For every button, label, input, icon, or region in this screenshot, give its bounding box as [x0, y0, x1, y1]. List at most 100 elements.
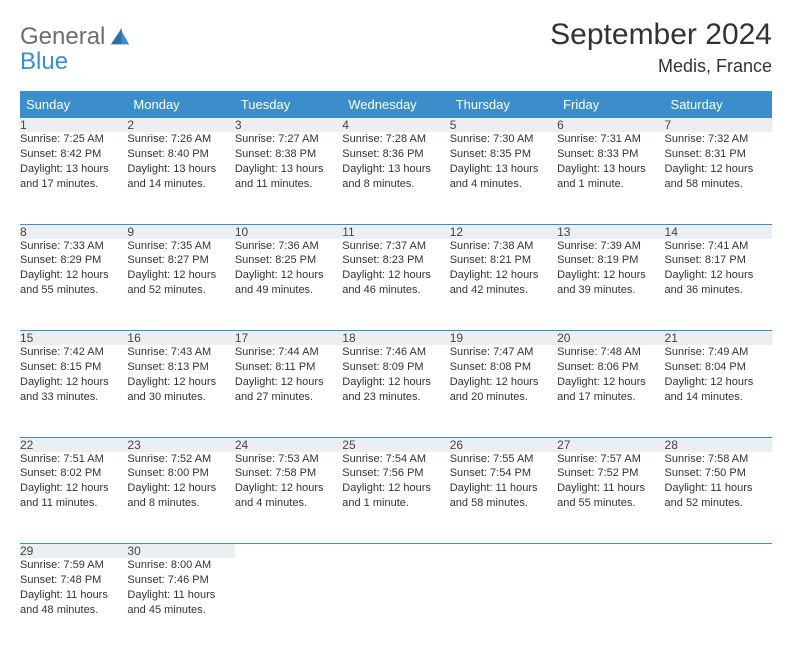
- day-number: 20: [557, 331, 664, 345]
- day-cell: Sunrise: 7:48 AMSunset: 8:06 PMDaylight:…: [557, 345, 664, 437]
- sunset-text: Sunset: 8:15 PM: [20, 360, 127, 375]
- daylight-line-1: Daylight: 13 hours: [127, 162, 234, 177]
- day-cell: Sunrise: 7:51 AMSunset: 8:02 PMDaylight:…: [20, 452, 127, 544]
- daylight-line-1: Daylight: 12 hours: [20, 268, 127, 283]
- daylight-line-1: Daylight: 12 hours: [20, 481, 127, 496]
- daylight-line-1: Daylight: 12 hours: [235, 375, 342, 390]
- daylight-line-1: Daylight: 13 hours: [450, 162, 557, 177]
- daylight-line-2: and 49 minutes.: [235, 283, 342, 298]
- sunrise-text: Sunrise: 7:25 AM: [20, 132, 127, 147]
- day-cell: Sunrise: 7:53 AMSunset: 7:58 PMDaylight:…: [235, 452, 342, 544]
- sunrise-text: Sunrise: 7:59 AM: [20, 558, 127, 573]
- daylight-line-1: Daylight: 12 hours: [342, 375, 449, 390]
- sunrise-text: Sunrise: 7:36 AM: [235, 239, 342, 254]
- sunset-text: Sunset: 8:40 PM: [127, 147, 234, 162]
- daylight-line-2: and 39 minutes.: [557, 283, 664, 298]
- day-number: 24: [235, 438, 342, 452]
- day-number: 6: [557, 118, 664, 132]
- day-number: 9: [127, 225, 234, 239]
- col-wednesday: Wednesday: [342, 91, 449, 118]
- daylight-line-2: and 20 minutes.: [450, 390, 557, 405]
- daylight-line-1: Daylight: 12 hours: [665, 268, 772, 283]
- day-number: 10: [235, 225, 342, 239]
- day-cell: Sunrise: 7:49 AMSunset: 8:04 PMDaylight:…: [665, 345, 772, 437]
- month-title: September 2024: [550, 18, 772, 52]
- sunset-text: Sunset: 8:08 PM: [450, 360, 557, 375]
- day-cell: Sunrise: 7:38 AMSunset: 8:21 PMDaylight:…: [450, 239, 557, 331]
- brand-logo: General Blue: [20, 18, 131, 74]
- sunset-text: Sunset: 8:23 PM: [342, 253, 449, 268]
- sunset-text: Sunset: 7:46 PM: [127, 573, 234, 588]
- sunrise-text: Sunrise: 7:42 AM: [20, 345, 127, 360]
- day-number: 12: [450, 225, 557, 239]
- sunset-text: Sunset: 7:52 PM: [557, 466, 664, 481]
- daylight-line-2: and 52 minutes.: [665, 496, 772, 511]
- empty-cell: [342, 558, 449, 650]
- day-cell: Sunrise: 7:54 AMSunset: 7:56 PMDaylight:…: [342, 452, 449, 544]
- sunset-text: Sunset: 8:02 PM: [20, 466, 127, 481]
- sunrise-text: Sunrise: 7:44 AM: [235, 345, 342, 360]
- sunrise-text: Sunrise: 8:00 AM: [127, 558, 234, 573]
- day-cell: Sunrise: 7:30 AMSunset: 8:35 PMDaylight:…: [450, 132, 557, 224]
- daylight-line-1: Daylight: 12 hours: [20, 375, 127, 390]
- sunset-text: Sunset: 8:33 PM: [557, 147, 664, 162]
- day-cell: Sunrise: 7:32 AMSunset: 8:31 PMDaylight:…: [665, 132, 772, 224]
- sunrise-text: Sunrise: 7:33 AM: [20, 239, 127, 254]
- day-cell: Sunrise: 7:37 AMSunset: 8:23 PMDaylight:…: [342, 239, 449, 331]
- day-number: 25: [342, 438, 449, 452]
- daylight-line-2: and 17 minutes.: [20, 177, 127, 192]
- daylight-line-2: and 58 minutes.: [665, 177, 772, 192]
- sunset-text: Sunset: 8:35 PM: [450, 147, 557, 162]
- day-cell: Sunrise: 7:28 AMSunset: 8:36 PMDaylight:…: [342, 132, 449, 224]
- day-number: 18: [342, 331, 449, 345]
- day-cell: Sunrise: 7:39 AMSunset: 8:19 PMDaylight:…: [557, 239, 664, 331]
- col-thursday: Thursday: [450, 91, 557, 118]
- week-daynum-row: 1234567: [20, 118, 772, 132]
- sunset-text: Sunset: 8:25 PM: [235, 253, 342, 268]
- sunset-text: Sunset: 8:42 PM: [20, 147, 127, 162]
- daylight-line-2: and 11 minutes.: [20, 496, 127, 511]
- daylight-line-2: and 17 minutes.: [557, 390, 664, 405]
- day-cell: Sunrise: 7:58 AMSunset: 7:50 PMDaylight:…: [665, 452, 772, 544]
- daylight-line-1: Daylight: 12 hours: [557, 375, 664, 390]
- daylight-line-1: Daylight: 12 hours: [127, 375, 234, 390]
- sunrise-text: Sunrise: 7:52 AM: [127, 452, 234, 467]
- sunset-text: Sunset: 8:09 PM: [342, 360, 449, 375]
- sunset-text: Sunset: 7:48 PM: [20, 573, 127, 588]
- day-number: 2: [127, 118, 234, 132]
- brand-word-2: Blue: [20, 48, 68, 75]
- empty-cell: [235, 544, 342, 558]
- day-cell: Sunrise: 7:44 AMSunset: 8:11 PMDaylight:…: [235, 345, 342, 437]
- day-number: 19: [450, 331, 557, 345]
- brand-word-1: General: [20, 23, 105, 50]
- daylight-line-2: and 55 minutes.: [557, 496, 664, 511]
- daylight-line-2: and 23 minutes.: [342, 390, 449, 405]
- day-number: 23: [127, 438, 234, 452]
- day-number: 1: [20, 118, 127, 132]
- week-daynum-row: 891011121314: [20, 225, 772, 239]
- daylight-line-2: and 27 minutes.: [235, 390, 342, 405]
- brand-sail-icon: [109, 26, 131, 48]
- sunrise-text: Sunrise: 7:26 AM: [127, 132, 234, 147]
- daylight-line-1: Daylight: 13 hours: [235, 162, 342, 177]
- daylight-line-2: and 14 minutes.: [665, 390, 772, 405]
- sunset-text: Sunset: 7:50 PM: [665, 466, 772, 481]
- sunset-text: Sunset: 8:17 PM: [665, 253, 772, 268]
- daylight-line-2: and 36 minutes.: [665, 283, 772, 298]
- empty-cell: [342, 544, 449, 558]
- sunrise-text: Sunrise: 7:54 AM: [342, 452, 449, 467]
- sunset-text: Sunset: 8:13 PM: [127, 360, 234, 375]
- daylight-line-1: Daylight: 11 hours: [450, 481, 557, 496]
- daylight-line-2: and 4 minutes.: [450, 177, 557, 192]
- week-daynum-row: 22232425262728: [20, 438, 772, 452]
- day-cell: Sunrise: 7:57 AMSunset: 7:52 PMDaylight:…: [557, 452, 664, 544]
- sunset-text: Sunset: 7:54 PM: [450, 466, 557, 481]
- day-cell: Sunrise: 7:41 AMSunset: 8:17 PMDaylight:…: [665, 239, 772, 331]
- week-detail-row: Sunrise: 7:25 AMSunset: 8:42 PMDaylight:…: [20, 132, 772, 224]
- day-cell: Sunrise: 7:43 AMSunset: 8:13 PMDaylight:…: [127, 345, 234, 437]
- sunset-text: Sunset: 8:38 PM: [235, 147, 342, 162]
- daylight-line-2: and 11 minutes.: [235, 177, 342, 192]
- weekday-header-row: Sunday Monday Tuesday Wednesday Thursday…: [20, 91, 772, 118]
- day-number: 15: [20, 331, 127, 345]
- day-number: 11: [342, 225, 449, 239]
